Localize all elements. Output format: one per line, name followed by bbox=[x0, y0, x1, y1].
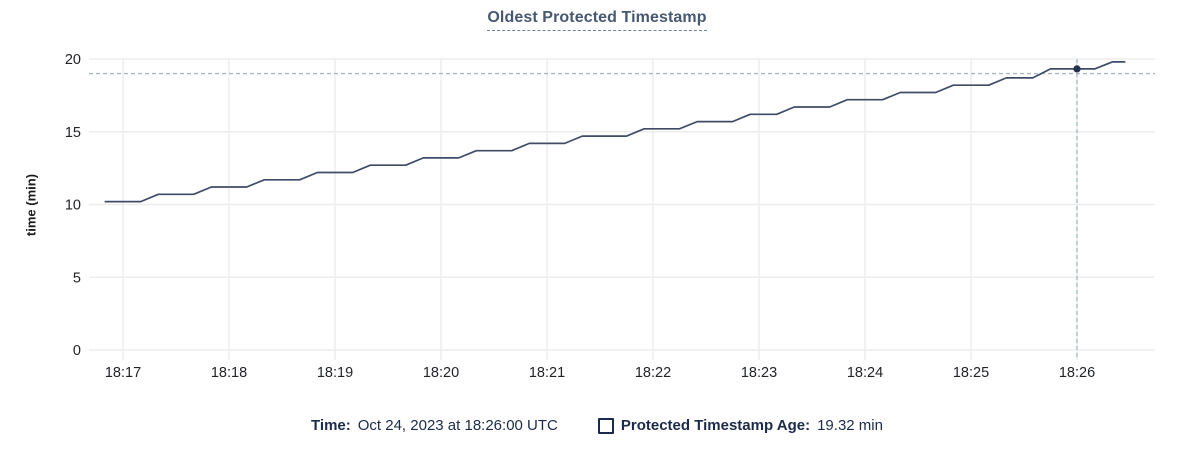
series-checkbox-icon[interactable] bbox=[597, 417, 614, 434]
y-tick-label: 5 bbox=[73, 270, 81, 286]
x-tick-label: 18:21 bbox=[529, 365, 565, 381]
x-tick-label: 18:22 bbox=[635, 365, 671, 381]
legend-time-value: Oct 24, 2023 at 18:26:00 UTC bbox=[357, 417, 558, 434]
chart-legend: Time: Oct 24, 2023 at 18:26:00 UTC Prote… bbox=[0, 417, 1194, 434]
legend-series-value: 19.32 min bbox=[817, 417, 883, 434]
hover-point bbox=[1073, 65, 1081, 73]
x-tick-label: 18:23 bbox=[741, 365, 777, 381]
x-tick-label: 18:20 bbox=[423, 365, 459, 381]
series-line-protected-timestamp-age bbox=[104, 61, 1126, 203]
legend-series-label: Protected Timestamp Age: bbox=[620, 417, 811, 434]
legend-time-label: Time: bbox=[311, 417, 351, 434]
chart-header: Oldest Protected Timestamp bbox=[0, 9, 1194, 31]
y-tick-label: 10 bbox=[65, 198, 81, 214]
legend-series-item[interactable]: Protected Timestamp Age: 19.32 min bbox=[597, 417, 883, 434]
x-tick-label: 18:26 bbox=[1059, 365, 1095, 381]
y-tick-label: 0 bbox=[73, 343, 81, 359]
x-tick-label: 18:17 bbox=[105, 365, 141, 381]
x-tick-label: 18:18 bbox=[211, 365, 247, 381]
legend-time: Time: Oct 24, 2023 at 18:26:00 UTC bbox=[311, 417, 558, 434]
x-tick-label: 18:19 bbox=[317, 365, 353, 381]
y-tick-label: 20 bbox=[65, 52, 81, 68]
x-tick-label: 18:24 bbox=[847, 365, 883, 381]
y-axis-label: time (min) bbox=[23, 173, 39, 237]
y-tick-label: 15 bbox=[65, 125, 81, 141]
x-tick-label: 18:25 bbox=[953, 365, 989, 381]
chart-title[interactable]: Oldest Protected Timestamp bbox=[487, 9, 707, 31]
chart-plot-area[interactable]: 0 5 10 15 20 18:17 18:18 18:19 18:20 18:21 18:22 18… bbox=[0, 0, 1194, 400]
